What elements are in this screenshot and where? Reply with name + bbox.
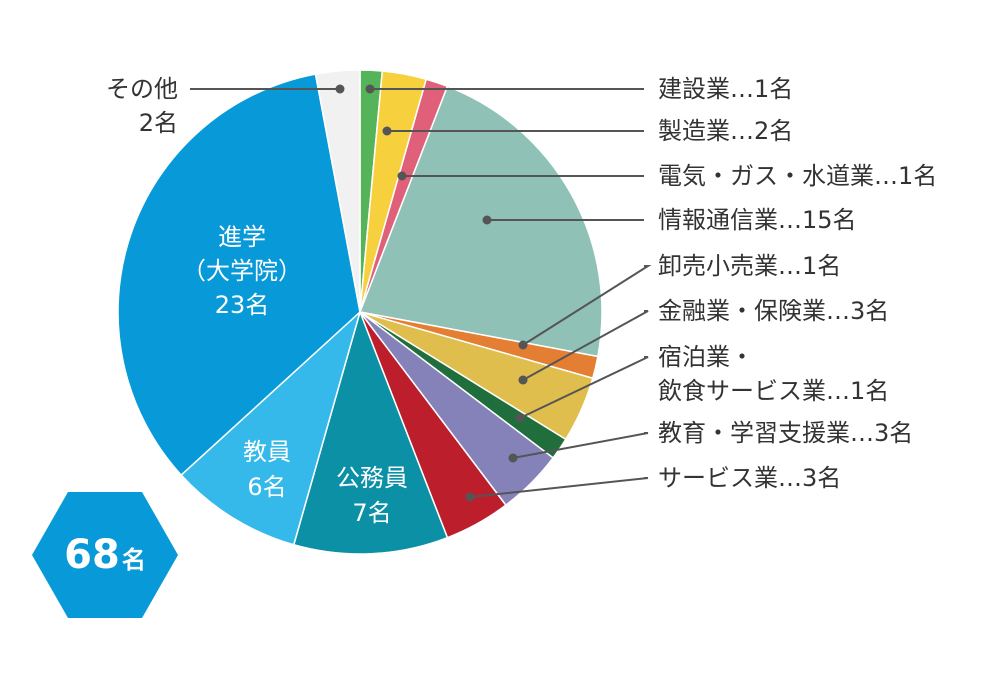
slice-label-3: 情報通信業…15名 [658,206,857,234]
slice-label-11: 進学 （大学院） 23名 [182,223,302,319]
slice-label-line: 飲食サービス業…1名 [658,377,889,405]
slice-label-line: 7名 [352,499,391,527]
leader-dot-2 [397,171,407,181]
total-badge-hexagon [32,492,178,618]
slice-label-6: 宿泊業・飲食サービス業…1名 [658,343,889,405]
slice-label-line: サービス業…3名 [658,464,841,492]
slice-label-line: 電気・ガス・水道業…1名 [658,162,937,190]
leader-dot-12 [335,84,345,94]
slice-label-10: 教員 6名 [243,438,291,501]
slice-label-line: その他 [106,75,178,103]
leader-lines [190,84,652,502]
slice-label-2: 電気・ガス・水道業…1名 [658,162,937,190]
leader-dot-4 [518,340,528,350]
leader-dot-7 [508,453,518,463]
pie-slice-3 [358,85,603,358]
leader-dot-1 [382,126,392,136]
slice-label-line: 卸売小売業…1名 [658,252,841,280]
pie-slice-11 [117,73,361,477]
slice-label-line: 情報通信業…15名 [658,206,857,234]
total-badge-text: 68名 [64,532,146,578]
pie-slice-9 [292,309,449,555]
total-badge: 68名 [32,492,178,618]
slice-label-line: 宿泊業・ [658,343,754,371]
slice-label-0: 建設業…1名 [658,75,793,103]
slice-label-line: 製造業…2名 [658,117,793,145]
slice-label-line: （大学院） [182,257,302,285]
total-unit: 名 [122,546,146,574]
slice-label-1: 製造業…2名 [658,117,793,145]
pie-slices [117,69,603,555]
slice-label-line: 6名 [247,473,286,501]
slice-label-line: 2名 [139,109,178,137]
total-number: 68 [64,532,120,578]
slice-label-4: 卸売小売業…1名 [658,252,841,280]
slice-label-line: 教員 [243,438,291,466]
leader-dot-6 [515,413,525,423]
leader-dot-0 [365,84,375,94]
slice-label-line: 進学 [218,223,266,251]
leader-line-7 [512,432,649,459]
slice-label-line: 教育・学習支援業…3名 [658,419,913,447]
slice-label-line: 金融業・保険業…3名 [658,297,889,325]
leader-line-6 [519,356,649,419]
slice-label-line: 建設業…1名 [658,75,793,103]
leader-dot-3 [482,215,492,225]
pie-slice-12 [314,69,361,313]
leader-line-5 [522,310,649,381]
slice-label-9: 公務員 7名 [336,464,408,527]
leader-dot-8 [465,492,475,502]
pie-slice-10 [180,309,362,546]
slice-label-8: サービス業…3名 [658,464,841,492]
slice-label-5: 金融業・保険業…3名 [658,297,889,325]
slice-labels: 建設業…1名製造業…2名電気・ガス・水道業…1名情報通信業…15名卸売小売業…1… [106,75,937,527]
slice-label-12: その他 2名 [106,75,178,137]
leader-line-8 [469,477,649,498]
slice-label-7: 教育・学習支援業…3名 [658,419,913,447]
leader-dot-5 [518,375,528,385]
slice-label-line: 公務員 [336,464,408,492]
leader-line-4 [522,265,652,346]
slice-label-line: 23名 [215,291,270,319]
